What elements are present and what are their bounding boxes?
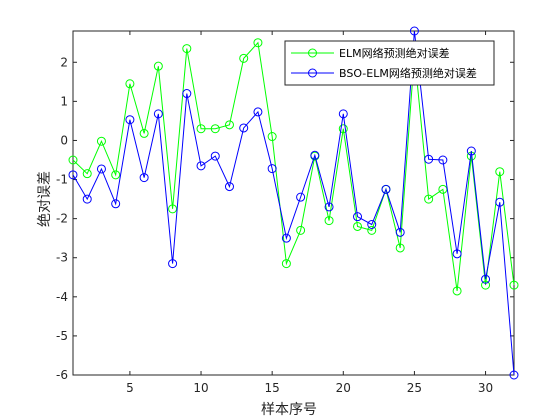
data-point-elm <box>153 61 163 71</box>
data-point-elm <box>239 53 249 63</box>
data-point-bso-elm <box>68 170 78 180</box>
data-point-elm <box>452 286 462 296</box>
x-axis: 5 10 15 20 25 30 <box>126 31 493 395</box>
data-point-bso-elm <box>424 154 434 164</box>
y-tick-label: -3 <box>56 251 68 265</box>
data-point-bso-elm <box>353 212 363 222</box>
data-point-bso-elm <box>409 26 419 36</box>
x-tick-label: 10 <box>193 381 208 395</box>
x-tick-label: 5 <box>126 381 134 395</box>
data-point-elm <box>196 124 206 134</box>
data-point-elm <box>267 132 277 142</box>
data-point-elm <box>395 243 405 253</box>
data-point-bso-elm <box>139 173 149 183</box>
data-point-bso-elm <box>253 107 263 117</box>
data-point-bso-elm <box>96 164 106 174</box>
data-point-bso-elm <box>466 146 476 156</box>
data-point-elm <box>509 280 519 290</box>
data-point-bso-elm <box>196 161 206 171</box>
y-tick-label: -1 <box>56 173 68 187</box>
data-point-elm <box>495 167 505 177</box>
data-point-elm <box>68 155 78 165</box>
y-tick-label: -6 <box>56 368 68 382</box>
plot-area <box>72 30 515 376</box>
series-layer <box>68 26 519 380</box>
x-tick-label: 30 <box>478 381 493 395</box>
series-line-elm <box>72 41 515 292</box>
data-point-elm <box>168 204 178 214</box>
series-bso-elm <box>68 26 519 380</box>
legend-label-elm: ELM网络预测绝对误差 <box>339 46 450 60</box>
data-point-bso-elm <box>324 202 334 212</box>
x-tick-label: 15 <box>265 381 280 395</box>
data-point-elm <box>481 280 491 290</box>
y-tick-label: -4 <box>56 290 68 304</box>
data-point-bso-elm <box>296 192 306 202</box>
y-tick-label: 2 <box>60 55 68 69</box>
y-tick-label: 1 <box>60 94 68 108</box>
data-point-bso-elm <box>210 151 220 161</box>
data-point-elm <box>338 124 348 134</box>
x-axis-label: 样本序号 <box>261 402 317 418</box>
data-point-elm <box>296 225 306 235</box>
data-point-bso-elm <box>125 115 135 125</box>
series-line-bso-elm <box>72 30 515 376</box>
data-point-bso-elm <box>310 150 320 160</box>
legend-marker-bso-elm <box>308 68 317 78</box>
data-point-elm <box>139 128 149 138</box>
y-axis: -6 -5 -4 -3 -2 -1 0 1 2 <box>56 55 514 382</box>
legend-label-bso-elm: BSO-ELM网络预测绝对误差 <box>339 66 477 80</box>
data-point-bso-elm <box>481 274 491 284</box>
data-point-bso-elm <box>395 227 405 237</box>
x-tick-label: 25 <box>407 381 422 395</box>
y-tick-label: 0 <box>60 133 68 147</box>
data-point-bso-elm <box>82 194 92 204</box>
data-point-elm <box>353 221 363 231</box>
data-point-elm <box>253 38 263 48</box>
plot-frame <box>72 30 515 376</box>
data-point-bso-elm <box>239 123 249 133</box>
data-point-bso-elm <box>267 164 277 174</box>
data-point-bso-elm <box>367 220 377 229</box>
data-point-elm <box>210 124 220 134</box>
data-point-elm <box>125 79 135 89</box>
data-point-bso-elm <box>153 109 163 119</box>
data-point-elm <box>111 170 121 180</box>
data-point-bso-elm <box>438 155 448 165</box>
legend: ELM网络预测绝对误差 BSO-ELM网络预测绝对误差 <box>284 40 495 86</box>
data-point-bso-elm <box>495 197 505 207</box>
data-point-elm <box>224 120 234 130</box>
data-point-bso-elm <box>182 89 192 99</box>
data-point-bso-elm <box>338 109 348 119</box>
data-point-bso-elm <box>224 182 234 192</box>
data-point-elm <box>367 225 377 235</box>
legend-box <box>284 40 495 86</box>
data-point-bso-elm <box>452 249 462 259</box>
data-point-bso-elm <box>509 370 519 380</box>
y-tick-label: -5 <box>56 329 68 343</box>
data-point-elm <box>424 194 434 204</box>
y-axis-label: 绝对误差 <box>37 171 53 227</box>
data-point-bso-elm <box>111 199 121 209</box>
data-point-elm <box>182 44 192 54</box>
legend-marker-elm <box>308 48 317 58</box>
data-point-bso-elm <box>281 233 291 243</box>
data-point-elm <box>281 259 291 269</box>
y-tick-label: -2 <box>56 212 68 226</box>
data-point-elm <box>324 216 334 226</box>
x-tick-label: 20 <box>336 381 351 395</box>
data-point-elm <box>82 169 92 179</box>
data-point-bso-elm <box>168 259 178 269</box>
data-point-elm <box>96 136 106 146</box>
data-point-bso-elm <box>381 184 391 194</box>
